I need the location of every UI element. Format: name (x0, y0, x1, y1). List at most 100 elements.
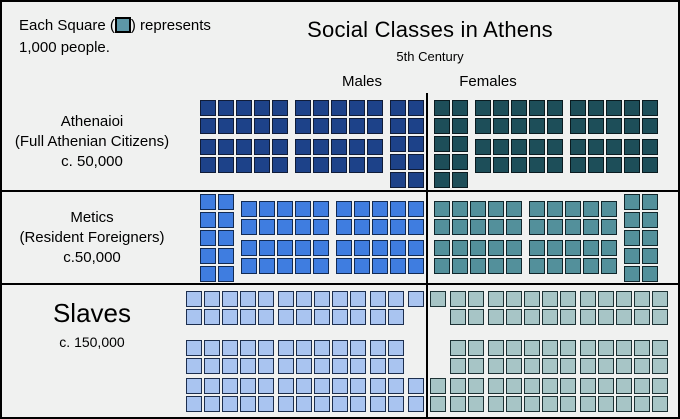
population-square (434, 154, 450, 170)
square-row (570, 139, 658, 155)
square-row (278, 358, 366, 374)
population-square (434, 172, 450, 188)
population-square (583, 201, 599, 217)
population-square (652, 340, 668, 356)
square-row (450, 396, 484, 412)
population-square (524, 396, 540, 412)
population-square (450, 396, 466, 412)
metics-females-waffle (428, 192, 678, 283)
legend: Each Square () represents 1,000 people. (19, 15, 211, 59)
population-square (452, 258, 468, 274)
population-square (434, 240, 450, 256)
population-square (259, 201, 275, 217)
square-block (580, 340, 668, 374)
population-square (370, 358, 386, 374)
legend-line-2: 1,000 people. (19, 39, 110, 56)
square-row (529, 258, 617, 274)
square-block (186, 378, 274, 412)
population-square (218, 229, 234, 246)
population-square (408, 240, 424, 256)
population-square (408, 100, 424, 116)
square-row (186, 378, 274, 394)
population-square (314, 291, 330, 307)
square-row (450, 358, 484, 374)
females-squares-group (434, 100, 658, 188)
population-square (511, 139, 527, 155)
population-square (601, 240, 617, 256)
population-square (390, 172, 406, 188)
square-row (434, 118, 468, 134)
square-block (370, 378, 404, 412)
square-block (200, 100, 288, 173)
population-square (218, 139, 234, 155)
square-row (488, 309, 576, 325)
population-square (624, 157, 640, 173)
population-square (524, 291, 540, 307)
square-block (408, 378, 424, 412)
population-square (547, 201, 563, 217)
population-square (200, 139, 216, 155)
population-square (370, 396, 386, 412)
square-row (336, 258, 424, 274)
population-square (349, 100, 365, 116)
square-band (434, 100, 658, 188)
population-square (277, 201, 293, 217)
population-square (408, 201, 424, 217)
population-square (524, 340, 540, 356)
population-square (186, 309, 202, 325)
population-square (295, 219, 311, 235)
population-square (542, 378, 558, 394)
legend-swatch (114, 17, 131, 33)
square-row (488, 396, 576, 412)
square-row (529, 219, 617, 235)
athenaioi-females-waffle (428, 93, 678, 190)
population-square (547, 100, 563, 116)
population-square (488, 258, 504, 274)
square-block (278, 378, 366, 412)
population-square (506, 396, 522, 412)
population-square (254, 157, 270, 173)
population-square (470, 258, 486, 274)
population-square (598, 358, 614, 374)
square-block (529, 201, 617, 274)
population-square (488, 309, 504, 325)
population-square (430, 396, 446, 412)
population-square (218, 247, 234, 264)
population-square (624, 211, 640, 228)
square-row (200, 247, 234, 264)
population-square (580, 378, 596, 394)
population-square (236, 118, 252, 134)
category-count: c.50,000 (63, 248, 121, 266)
population-square (565, 219, 581, 235)
females-squares-group (434, 193, 658, 282)
titles: Social Classes in Athens 5th Century (182, 17, 678, 64)
square-block (580, 378, 668, 412)
population-square (524, 309, 540, 325)
athenaioi-label: Athenaioi (Full Athenian Citizens) c. 50… (2, 93, 182, 190)
population-square (470, 201, 486, 217)
population-square (642, 193, 658, 210)
population-square (580, 291, 596, 307)
population-square (278, 378, 294, 394)
square-row (475, 118, 563, 134)
population-square (277, 240, 293, 256)
population-square (493, 100, 509, 116)
population-square (200, 157, 216, 173)
population-square (350, 358, 366, 374)
population-square (254, 118, 270, 134)
population-square (200, 211, 216, 228)
population-square (204, 340, 220, 356)
square-block (186, 291, 274, 325)
square-row (529, 240, 617, 256)
legend-text-post: ) represents (130, 17, 211, 34)
population-square (336, 258, 352, 274)
population-square (642, 247, 658, 264)
population-square (468, 396, 484, 412)
population-square (488, 378, 504, 394)
population-square (634, 358, 650, 374)
population-square (450, 358, 466, 374)
population-square (390, 219, 406, 235)
population-square (240, 378, 256, 394)
population-square (542, 358, 558, 374)
